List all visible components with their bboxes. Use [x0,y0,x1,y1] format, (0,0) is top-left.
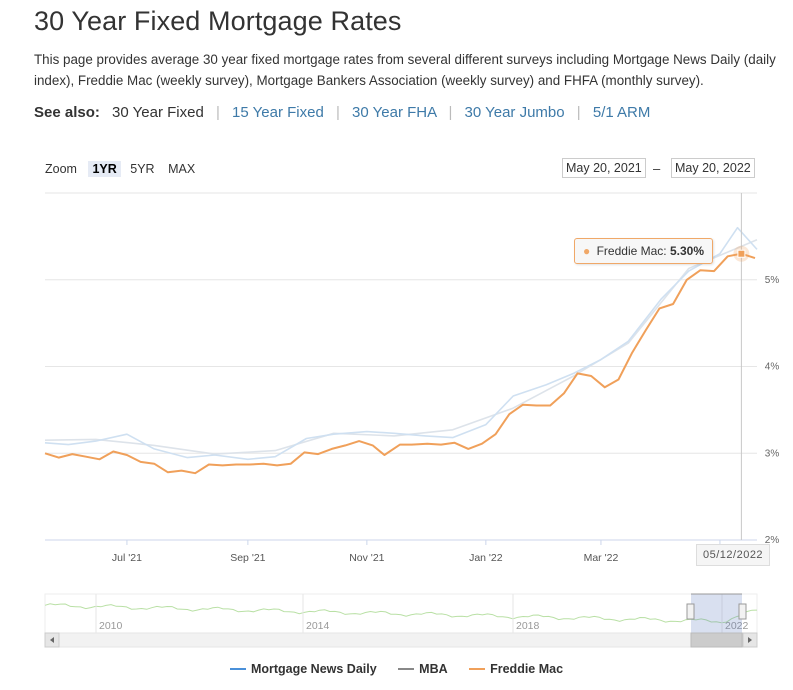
x-tick-label: Jan '22 [469,552,503,564]
separator: | [448,104,453,121]
tooltip-value: 5.30% [669,244,704,258]
navigator-tick-label: 2014 [306,620,330,632]
tooltip-series: Freddie Mac: [596,244,667,258]
y-tick-label: 2% [765,535,780,546]
legend-label: Freddie Mac [490,662,564,676]
separator: | [576,104,581,121]
scrollbar-thumb[interactable] [690,632,743,648]
navigator[interactable]: 2010 2014 2018 2022 [44,593,758,648]
navigator-handle-right[interactable] [738,603,747,620]
link-30-year-fha[interactable]: 30 Year FHA [352,104,437,121]
series-lines [44,226,758,475]
navigator-window[interactable] [691,594,742,633]
legend-label: Mortgage News Daily [250,662,377,676]
y-tick-label: 3% [765,448,780,459]
separator: | [215,104,220,121]
see-also-current: 30 Year Fixed [112,104,204,121]
chart-legend: Mortgage News Daily MBA Freddie Mac [0,662,793,676]
series-line-mba [44,239,758,455]
y-axis: 2% 3% 4% 5% [765,275,780,546]
arrow-right-icon [748,637,752,643]
zoom-5yr-button[interactable]: 5YR [130,162,155,176]
zoom-selector: Zoom 1YR 5YR MAX [45,161,201,177]
series-line-mortgage-news-daily [44,226,758,461]
legend-line-icon [229,667,246,670]
navigator-tick-label: 2010 [99,620,123,632]
zoom-1yr-button[interactable]: 1YR [88,161,121,177]
legend-item-mnd[interactable]: Mortgage News Daily [229,662,377,676]
intro-text: This page provides average 30 year fixed… [34,52,776,88]
x-tick-label: Sep '21 [230,552,265,564]
crosshair [733,193,750,540]
zoom-label: Zoom [45,162,77,176]
navigator-tick-label: 2022 [725,620,749,632]
y-tick-label: 4% [765,362,780,373]
range-from-input[interactable]: May 20, 2021 [562,158,646,178]
x-tick-label: Jul '21 [112,552,142,564]
legend-item-mba[interactable]: MBA [398,662,448,676]
link-15-year-fixed[interactable]: 15 Year Fixed [232,104,324,121]
see-also-label: See also: [34,104,100,121]
x-tick-label: Mar '22 [584,552,619,564]
navigator-series-line [44,603,758,624]
crosshair-date-label: 05/12/2022 [696,544,771,566]
hover-marker [737,249,746,258]
link-5-1-arm[interactable]: 5/1 ARM [592,104,651,121]
scrollbar-track[interactable] [44,632,758,648]
range-to-input[interactable]: May 20, 2022 [671,158,755,178]
navigator-handle-left[interactable] [686,603,695,620]
see-also-bar: See also: 30 Year Fixed | 15 Year Fixed … [34,104,650,121]
range-separator: – [653,161,661,176]
page-title: 30 Year Fixed Mortgage Rates [34,6,402,36]
legend-item-freddie[interactable]: Freddie Mac [469,662,563,676]
series-line-freddie-mac [44,252,756,475]
tooltip-dot-icon: ● [583,244,591,258]
legend-line-icon [398,667,415,670]
legend-line-icon [469,667,486,670]
arrow-left-icon [50,637,54,643]
separator: | [335,104,340,121]
zoom-max-button[interactable]: MAX [168,162,196,176]
y-tick-label: 5% [765,275,780,286]
legend-label: MBA [419,662,448,676]
navigator-background [44,593,758,634]
x-tick-label: Nov '21 [349,552,384,564]
navigator-tick-label: 2018 [516,620,540,632]
chart-tooltip: ● Freddie Mac: 5.30% [574,238,713,264]
link-30-year-jumbo[interactable]: 30 Year Jumbo [464,104,565,121]
